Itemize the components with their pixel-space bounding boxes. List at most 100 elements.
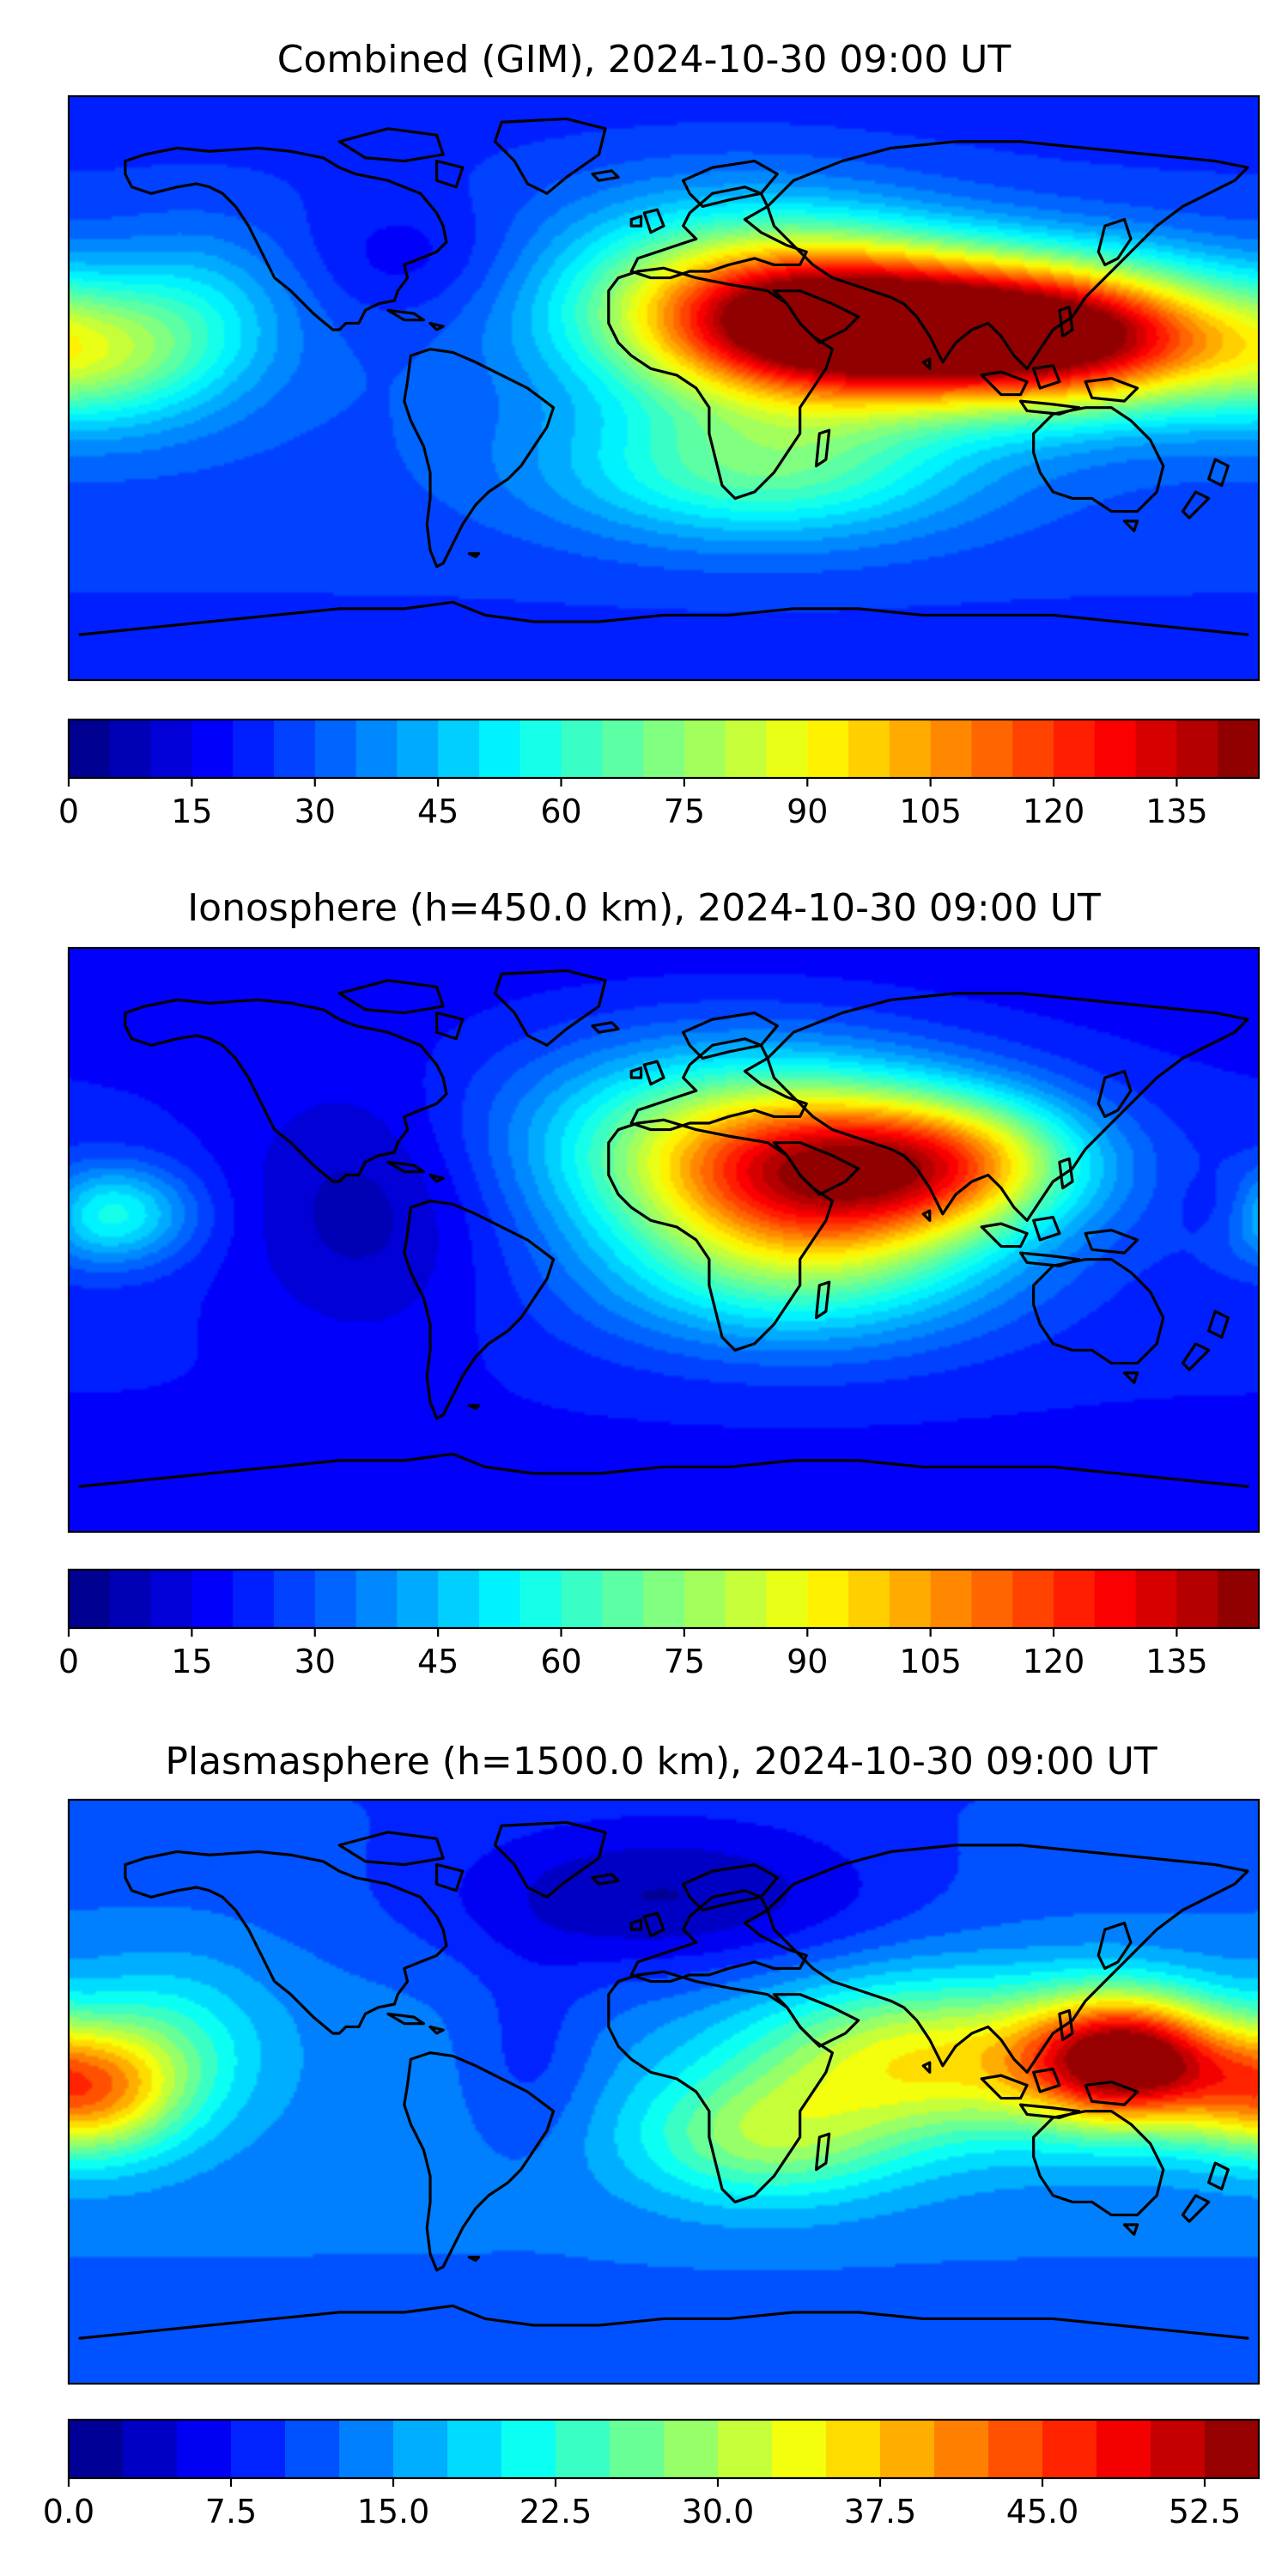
colorbar-tick-label: 7.5	[205, 2493, 257, 2530]
colorbar-cell	[438, 1570, 480, 1628]
panel-title: Ionosphere (h=450.0 km), 2024-10-30 09:0…	[187, 886, 1101, 930]
colorbar-cell	[880, 2420, 935, 2478]
colorbar-cell	[519, 720, 562, 778]
tec-field	[69, 96, 1259, 680]
colorbar-cell	[231, 2420, 286, 2478]
colorbar-cell	[725, 720, 768, 778]
colorbar-cell	[519, 1570, 562, 1628]
colorbar-frame	[67, 1568, 1261, 1630]
panel-title: Combined (GIM), 2024-10-30 09:00 UT	[277, 38, 1012, 82]
colorbar-cell	[848, 720, 890, 778]
map-frame	[67, 94, 1261, 682]
colorbar-cell	[150, 720, 192, 778]
colorbar-tick-label: 120	[1023, 793, 1085, 830]
colorbar-cell	[355, 1570, 398, 1628]
colorbar-cell	[393, 2420, 448, 2478]
colorbar-tick-label: 105	[899, 1643, 962, 1680]
colorbar-tick-label: 15.0	[357, 2493, 430, 2530]
colorbar-cell	[1135, 1570, 1178, 1628]
colorbar-frame	[67, 718, 1261, 780]
colorbar-cell	[971, 720, 1013, 778]
colorbar: 0.0 7.5 15.0 22.5 30.0 37.5 45.0 52.5	[43, 2418, 1261, 2530]
colorbar-tick-label: 60	[540, 793, 581, 830]
colorbar: 0 15 30 45 60 75 90 105 120 135	[58, 1568, 1261, 1680]
colorbar-tick-label: 0	[58, 793, 79, 830]
colorbar-cell	[1135, 720, 1178, 778]
colorbar-cell	[397, 1570, 439, 1628]
colorbar-cell	[772, 2420, 827, 2478]
colorbar-cell	[1012, 720, 1054, 778]
colorbar-tick-label: 135	[1145, 1643, 1208, 1680]
colorbar-tick-label: 45	[417, 1643, 459, 1680]
colorbar-cell	[971, 1570, 1013, 1628]
colorbar-ticks: 0 15 30 45 60 75 90 105 120 135	[58, 1628, 1208, 1680]
colorbar-cell	[314, 720, 357, 778]
colorbar-cell	[233, 1570, 275, 1628]
colorbar-cell	[285, 2420, 340, 2478]
colorbar-cell	[930, 1570, 973, 1628]
colorbar-cell	[561, 720, 603, 778]
colorbar-tick-label: 75	[664, 1643, 705, 1680]
colorbar-cell	[1151, 2420, 1206, 2478]
colorbar-tick-label: 45	[417, 793, 459, 830]
colorbar-tick-label: 37.5	[844, 2493, 917, 2530]
colorbar-cell	[339, 2420, 394, 2478]
colorbar-cell	[191, 720, 234, 778]
colorbar-tick-label: 52.5	[1169, 2493, 1242, 2530]
colorbar-ticks: 0.0 7.5 15.0 22.5 30.0 37.5 45.0 52.5	[43, 2478, 1242, 2530]
colorbar-cell	[177, 2420, 232, 2478]
colorbar-cell	[561, 1570, 603, 1628]
colorbar-cell	[438, 720, 480, 778]
colorbar-cell	[602, 1570, 644, 1628]
colorbar-cell	[150, 1570, 192, 1628]
colorbar-cell	[1054, 1570, 1096, 1628]
colorbar-cell	[69, 720, 111, 778]
colorbar-cell	[478, 1570, 521, 1628]
colorbar-tick-label: 0.0	[43, 2493, 94, 2530]
colorbar-tick-label: 15	[171, 793, 212, 830]
colorbar-cell	[718, 2420, 773, 2478]
colorbar-tick-label: 30	[295, 1643, 336, 1680]
colorbar-cell	[273, 1570, 316, 1628]
colorbar-cell	[1094, 1570, 1137, 1628]
colorbar-cell	[1012, 1570, 1054, 1628]
colorbar-cell	[397, 720, 439, 778]
colorbar-cell	[123, 2420, 178, 2478]
colorbar-tick-label: 105	[899, 793, 962, 830]
colorbar-cell	[889, 720, 932, 778]
colorbar-tick-label: 22.5	[519, 2493, 592, 2530]
colorbar-cells	[69, 1570, 1260, 1628]
colorbar-cell	[766, 720, 808, 778]
colorbar-tick-label: 30.0	[682, 2493, 755, 2530]
colorbar-tick-label: 90	[787, 1643, 828, 1680]
colorbar-cell	[1042, 2420, 1097, 2478]
colorbar-tick-label: 90	[787, 793, 828, 830]
panel-title: Plasmasphere (h=1500.0 km), 2024-10-30 0…	[165, 1740, 1157, 1783]
colorbar-cell	[1176, 720, 1218, 778]
colorbar-cell	[807, 1570, 849, 1628]
colorbar-cell	[889, 1570, 932, 1628]
colorbar-cell	[1218, 720, 1260, 778]
colorbar-cell	[807, 720, 849, 778]
colorbar-cell	[233, 720, 275, 778]
colorbar-cell	[766, 1570, 808, 1628]
colorbar-cell	[725, 1570, 768, 1628]
tec-field	[69, 1800, 1259, 2384]
map-frame	[67, 946, 1261, 1534]
colorbar-cell	[988, 2420, 1043, 2478]
colorbar-cell	[109, 1570, 152, 1628]
map-frame	[67, 1798, 1261, 2385]
panel-plasmasphere: Plasmasphere (h=1500.0 km), 2024-10-30 0…	[43, 1740, 1261, 2530]
colorbar-tick-label: 15	[171, 1643, 212, 1680]
colorbar-tick-label: 135	[1145, 793, 1208, 830]
colorbar-cell	[1205, 2420, 1260, 2478]
colorbar-cell	[1097, 2420, 1151, 2478]
colorbar-cell	[934, 2420, 989, 2478]
colorbar-cell	[556, 2420, 611, 2478]
tec-map	[67, 1798, 1261, 2385]
colorbar-cell	[1094, 720, 1137, 778]
colorbar-cell	[643, 720, 685, 778]
colorbar-cell	[848, 1570, 890, 1628]
colorbar-cell	[501, 2420, 556, 2478]
